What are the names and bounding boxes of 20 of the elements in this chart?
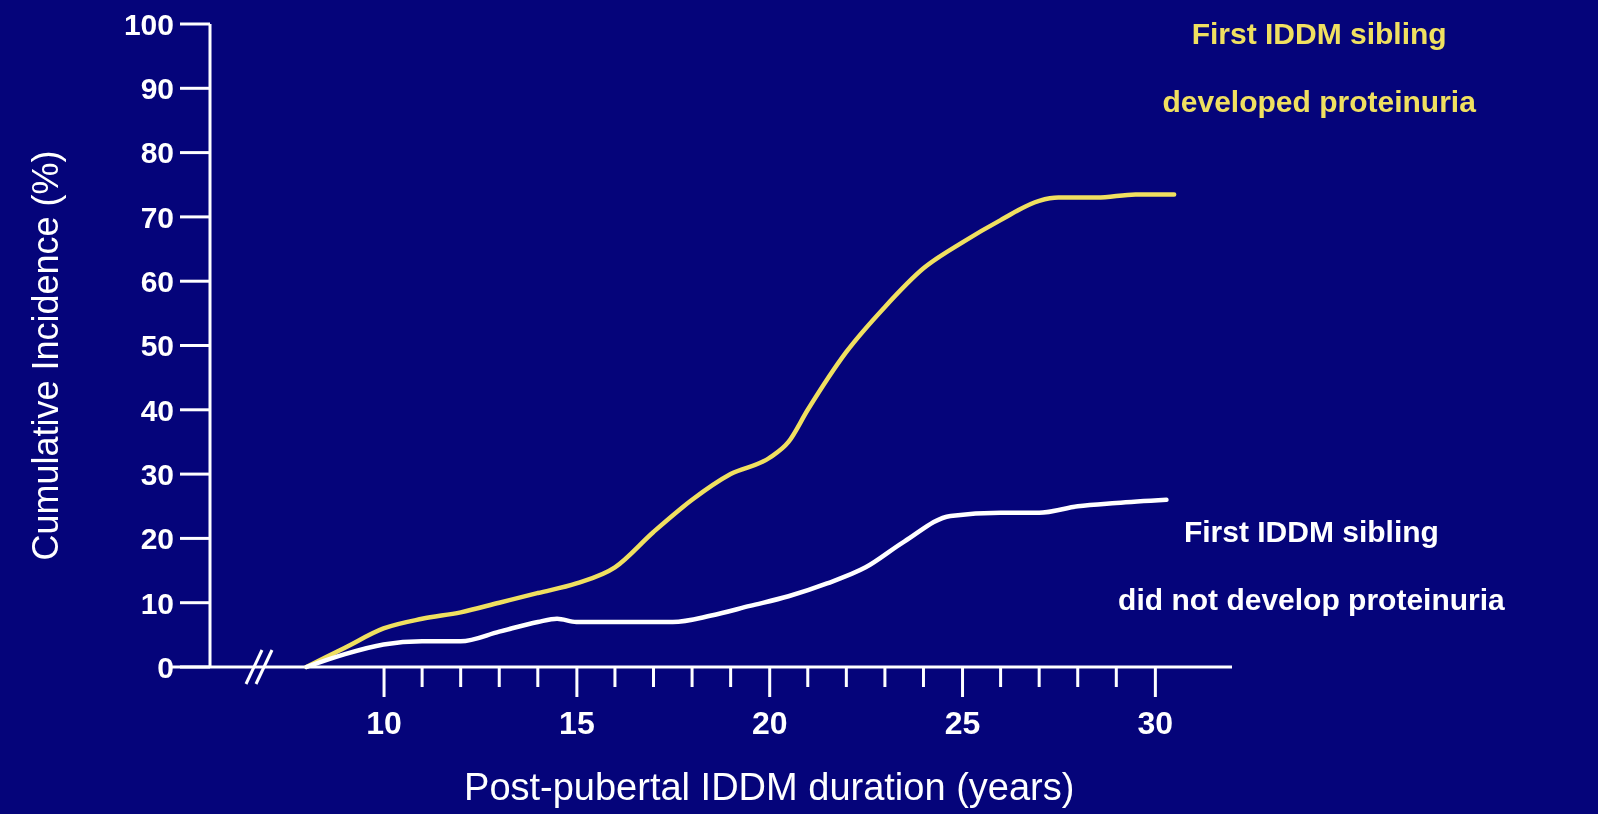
x-tick-label: 20 [751, 704, 788, 741]
y-tick-label: 0 [157, 650, 174, 684]
x-tick-label: 15 [559, 704, 595, 741]
y-tick-label: 50 [140, 329, 174, 363]
y-tick-label: 10 [140, 586, 174, 620]
y-tick-label: 60 [140, 265, 174, 298]
x-tick-label: 30 [1137, 704, 1174, 741]
x-tick-label: 10 [366, 704, 402, 741]
y-tick-label: 30 [140, 457, 174, 491]
x-tick-label: 25 [944, 704, 981, 741]
y-tick-label: 90 [140, 72, 174, 106]
y-tick-label: 40 [140, 393, 174, 427]
x-axis-title: Post-pubertal IDDM duration (years) [464, 766, 1075, 808]
text: First IDDM sibling developed proteinuria [1162, 17, 1477, 119]
y-tick-label: 70 [140, 200, 174, 234]
y-tick-label: 100 [123, 7, 174, 41]
y-tick-label: 20 [140, 522, 174, 556]
series-label: First IDDM sibling did not develop proteinuria [1118, 514, 1506, 616]
y-tick-label: 80 [140, 136, 174, 170]
y-axis-title: Cumulative Incidence (%) [25, 150, 66, 561]
